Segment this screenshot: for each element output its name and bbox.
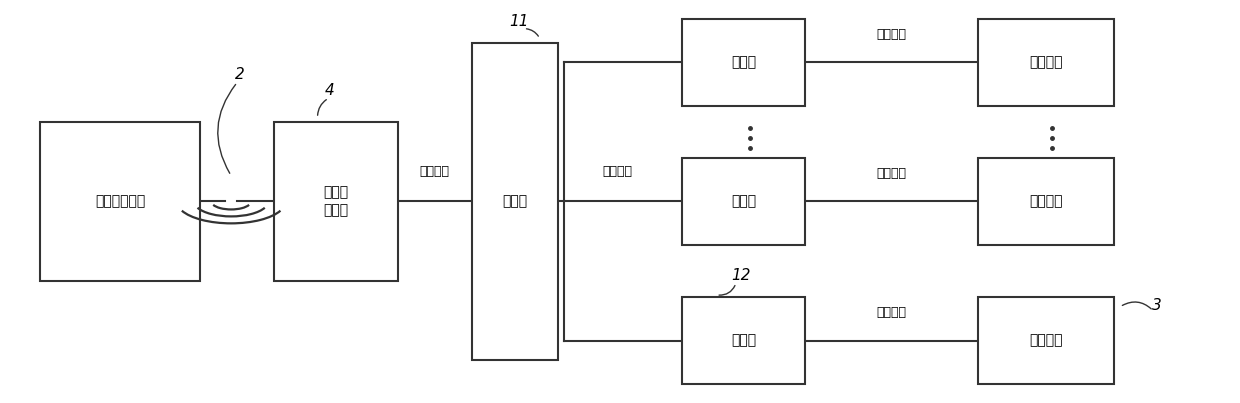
Text: 充电管理终端: 充电管理终端: [95, 195, 145, 208]
Text: 智能插座: 智能插座: [1029, 55, 1063, 69]
Text: 智能插座: 智能插座: [1029, 334, 1063, 348]
FancyBboxPatch shape: [682, 19, 805, 106]
Text: 3: 3: [1152, 298, 1162, 313]
Text: 2: 2: [234, 67, 244, 82]
Text: 电力载波: 电力载波: [420, 165, 450, 178]
FancyBboxPatch shape: [978, 158, 1114, 245]
Text: 电力载波: 电力载波: [877, 27, 906, 41]
FancyBboxPatch shape: [472, 43, 558, 360]
Text: 配电箱: 配电箱: [730, 195, 756, 208]
Text: 电力载波: 电力载波: [877, 167, 906, 180]
FancyBboxPatch shape: [40, 122, 201, 281]
Text: 配电箱: 配电箱: [730, 55, 756, 69]
FancyBboxPatch shape: [978, 297, 1114, 384]
Text: 11: 11: [510, 14, 528, 29]
Text: 智能插座: 智能插座: [1029, 195, 1063, 208]
Text: 配电箱: 配电箱: [730, 334, 756, 348]
FancyBboxPatch shape: [274, 122, 398, 281]
Text: 电力载波: 电力载波: [877, 306, 906, 319]
FancyBboxPatch shape: [978, 19, 1114, 106]
Text: 4: 4: [325, 83, 335, 98]
Text: 配电柜: 配电柜: [502, 195, 528, 208]
Text: 智能网
关设备: 智能网 关设备: [324, 185, 348, 218]
FancyBboxPatch shape: [682, 297, 805, 384]
Text: 电力载波: 电力载波: [601, 165, 632, 178]
Text: 12: 12: [732, 268, 750, 283]
FancyBboxPatch shape: [682, 158, 805, 245]
